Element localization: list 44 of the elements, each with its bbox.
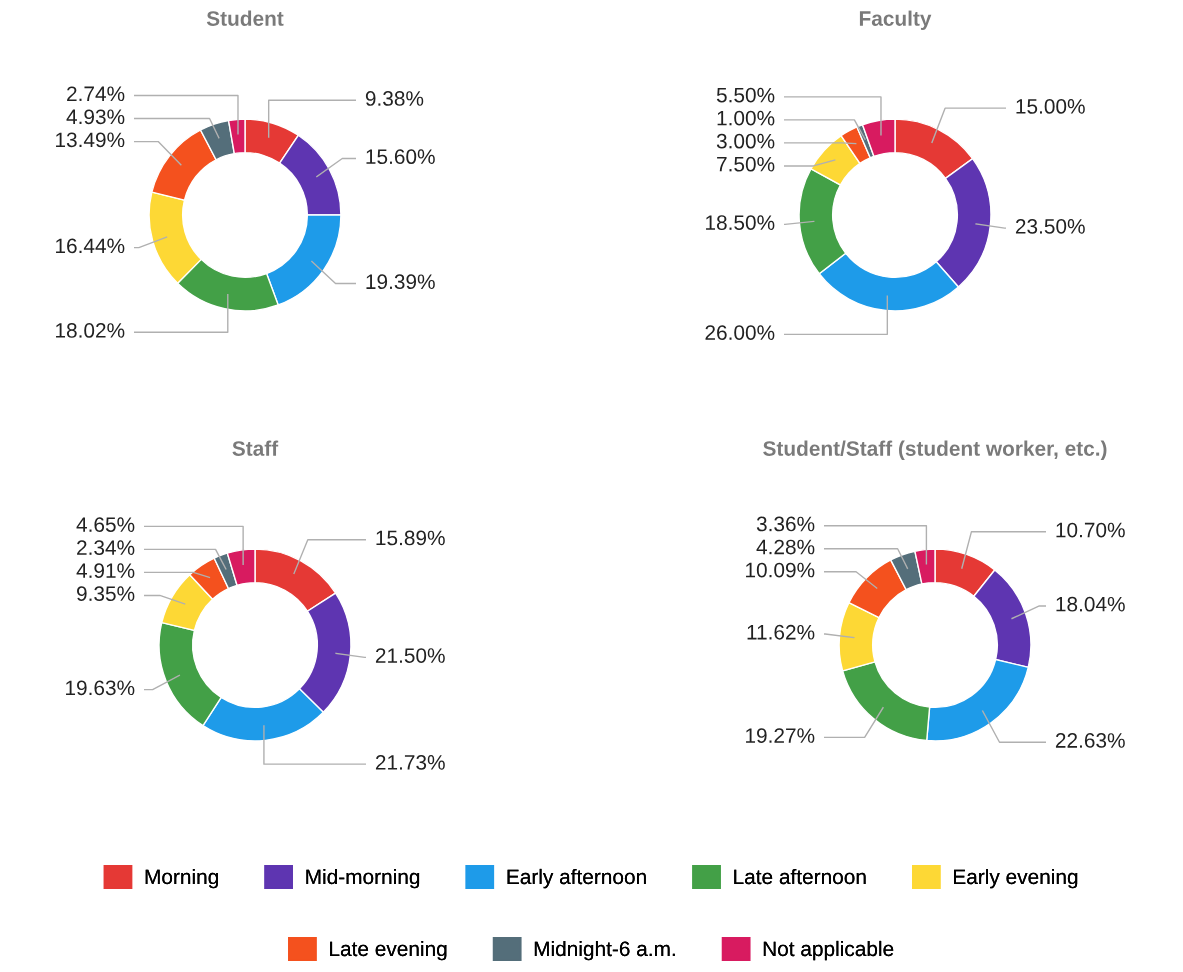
data-label: 26.00% <box>705 325 775 340</box>
data-label: 22.63% <box>1055 733 1125 748</box>
data-label: 7.50% <box>717 156 775 172</box>
data-label: 2.34% <box>77 540 135 555</box>
data-label: 10.09% <box>746 562 815 578</box>
chart-title: Faculty <box>859 10 932 30</box>
data-label: 10.70% <box>1056 522 1125 538</box>
legend-label: Not applicable <box>763 940 894 961</box>
legend-label: Midnight-6 a.m. <box>534 940 675 961</box>
data-label: 16.44% <box>56 238 125 254</box>
legend-label: Early evening <box>954 868 1078 889</box>
data-label: 4.93% <box>66 109 125 125</box>
legend-label: Mid-morning <box>306 868 420 889</box>
data-label: 23.50% <box>1015 219 1085 234</box>
data-label: 15.00% <box>1016 99 1085 114</box>
data-label: 3.36% <box>756 516 815 532</box>
data-label: 9.35% <box>77 586 135 602</box>
data-label: 4.28% <box>756 539 815 555</box>
chart-title: Staff <box>232 440 279 456</box>
data-label: 19.27% <box>746 728 815 743</box>
data-label: 9.38% <box>365 91 424 106</box>
data-label: 18.50% <box>706 215 775 230</box>
data-label: 13.49% <box>56 132 125 148</box>
data-label: 3.00% <box>716 133 775 149</box>
data-label: 15.60% <box>366 149 435 165</box>
data-label: 21.50% <box>375 648 445 663</box>
data-label: 11.62% <box>747 624 815 640</box>
data-label: 5.50% <box>716 87 775 103</box>
data-label: 18.04% <box>1056 596 1125 612</box>
data-label: 4.65% <box>76 517 135 532</box>
legend-label: Early afternoon <box>507 868 646 889</box>
data-label: 18.02% <box>56 323 125 338</box>
data-label: 4.91% <box>76 563 135 579</box>
legend-label: Late evening <box>330 940 447 961</box>
data-label: 2.74% <box>67 86 125 102</box>
data-label: 19.63% <box>66 680 135 696</box>
data-label: 1.00% <box>717 110 775 126</box>
legend-label: Late afternoon <box>734 868 866 885</box>
chart-title: Student <box>206 10 284 26</box>
data-label: 15.89% <box>376 530 445 546</box>
data-label: 19.39% <box>366 274 435 290</box>
data-label: 21.73% <box>375 755 445 770</box>
legend-label: Morning <box>145 868 218 889</box>
chart-title: Student/Staff (student worker, etc.) <box>763 440 1107 460</box>
